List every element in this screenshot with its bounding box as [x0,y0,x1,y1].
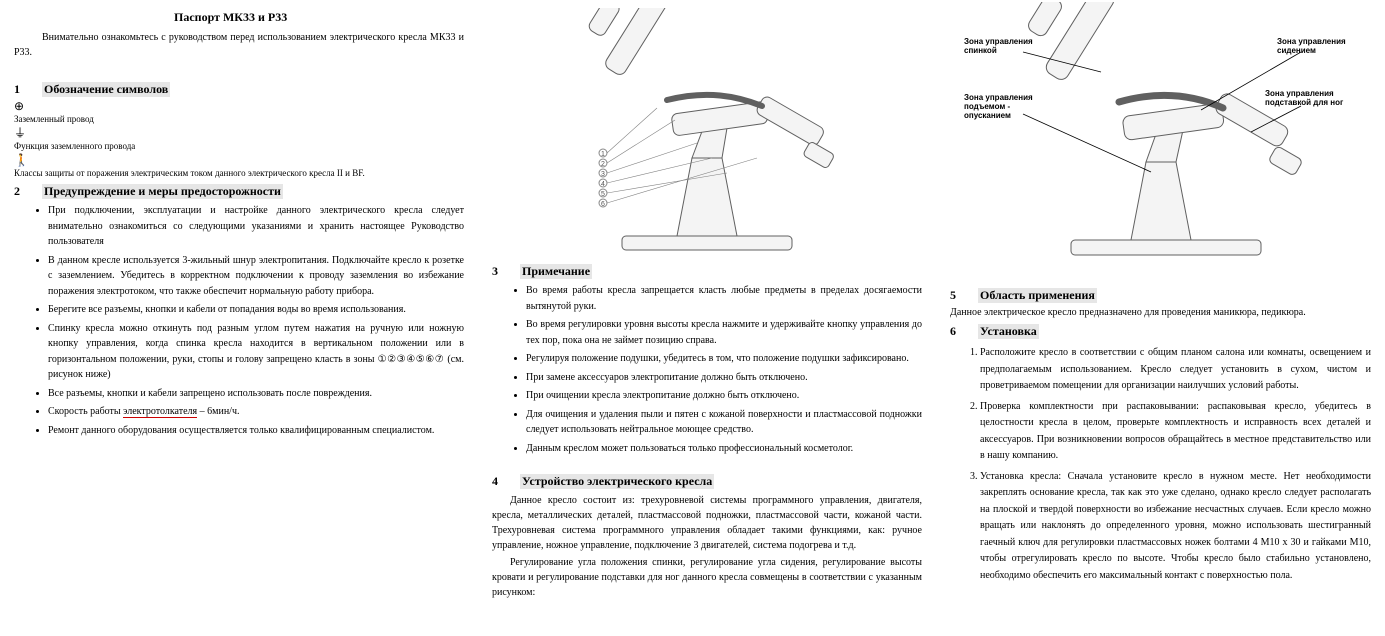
section-number: 4 [492,474,520,489]
list-item: Установка кресла: Сначала установите кре… [980,469,1371,585]
symbol-label: Заземленный провод [14,114,464,124]
paragraph: Регулирование угла положения спинки, рег… [492,555,922,600]
text: Скорость работы [48,406,123,417]
list-item: Во время работы кресла запрещается класт… [526,283,922,314]
list-item: Все разъемы, кнопки и кабели запрещено и… [48,386,464,402]
section-title: Обозначение символов [42,82,170,97]
section-2-header: 2 Предупреждение и меры предосторожности [14,184,464,199]
column-2: 1 2 3 4 5 6 3 Примечание Во время работы… [478,0,936,636]
callout-seat: Зона управления сидением [1277,38,1357,56]
svg-text:6: 6 [601,201,605,208]
ground-icon: ⏚ [14,128,28,138]
paragraph: Данное кресло состоит из: трехуровневой … [492,493,922,553]
section-number: 1 [14,82,42,97]
list-item: При подключении, эксплуатации и настройк… [48,203,464,250]
list-item: Для очищения и удаления пыли и пятен с к… [526,407,922,438]
list-item: При очищении кресла электропитание должн… [526,388,922,404]
svg-text:2: 2 [601,161,605,168]
intro-paragraph: Внимательно ознакомьтесь с руководством … [14,31,464,60]
list-item: Расположите кресло в соответствии с общи… [980,345,1371,395]
section-number: 2 [14,184,42,199]
section-title: Область применения [978,288,1097,303]
section-number: 5 [950,288,978,303]
list-item: В данном кресле используется 3-жильный ш… [48,253,464,300]
section-6-header: 6 Установка [950,324,1371,339]
warnings-list: При подключении, эксплуатации и настройк… [48,203,464,438]
notes-list: Во время работы кресла запрещается класт… [526,283,922,456]
section-4-header: 4 Устройство электрического кресла [492,474,922,489]
section-title: Устройство электрического кресла [520,474,714,489]
column-1: Паспорт МК33 и Р33 Внимательно ознакомьт… [0,0,478,636]
list-item: Данным креслом может пользоваться только… [526,441,922,457]
section-title: Примечание [520,264,592,279]
section-number: 3 [492,264,520,279]
earth-icon: ⊕ [14,101,28,111]
list-item: При замене аксессуаров электропитание до… [526,370,922,386]
section-title: Предупреждение и меры предосторожности [42,184,283,199]
column-3: Зона управления спинкой Зона управления … [936,0,1385,636]
list-item: Регулируя положение подушки, убедитесь в… [526,351,922,367]
svg-text:3: 3 [601,171,605,178]
svg-text:5: 5 [601,191,605,198]
symbol-label: Функция заземленного провода [14,141,464,151]
list-item: Берегите все разъемы, кнопки и кабели от… [48,302,464,318]
underlined-word: электротолкателя [123,406,197,418]
symbol-row: 🚶 [14,155,464,167]
symbol-row: ⏚ [14,128,464,140]
svg-text:1: 1 [601,151,605,158]
list-item: Во время регулировки уровня высоты кресл… [526,317,922,348]
section-title: Установка [978,324,1039,339]
list-item: Скорость работы электротолкателя – 6мин/… [48,404,464,420]
section-1-header: 1 Обозначение символов [14,82,464,97]
symbol-row: ⊕ [14,101,464,113]
callout-lift: Зона управления подъемом - опусканием [964,94,1044,120]
doc-title: Паспорт МК33 и Р33 [14,10,464,25]
chair-zones-figure: Зона управления спинкой Зона управления … [950,2,1371,282]
list-item: Проверка комплектности при распаковывани… [980,399,1371,465]
svg-text:4: 4 [601,181,605,188]
section-3-header: 3 Примечание [492,264,922,279]
chair-diagram: 1 2 3 4 5 6 [557,8,857,258]
section-number: 6 [950,324,978,339]
list-item: Спинку кресла можно откинуть под разным … [48,321,464,383]
callout-back: Зона управления спинкой [964,38,1044,56]
callout-foot: Зона управления подставкой для ног [1265,90,1357,108]
text: – 6мин/ч. [197,406,239,417]
install-list: Расположите кресло в соответствии с общи… [980,345,1371,584]
section-5-text: Данное электрическое кресло предназначен… [950,307,1371,318]
symbol-label: Классы защиты от поражения электрическим… [14,168,464,178]
section-5-header: 5 Область применения [950,288,1371,303]
person-icon: 🚶 [14,155,28,165]
list-item: Ремонт данного оборудования осуществляет… [48,423,464,439]
